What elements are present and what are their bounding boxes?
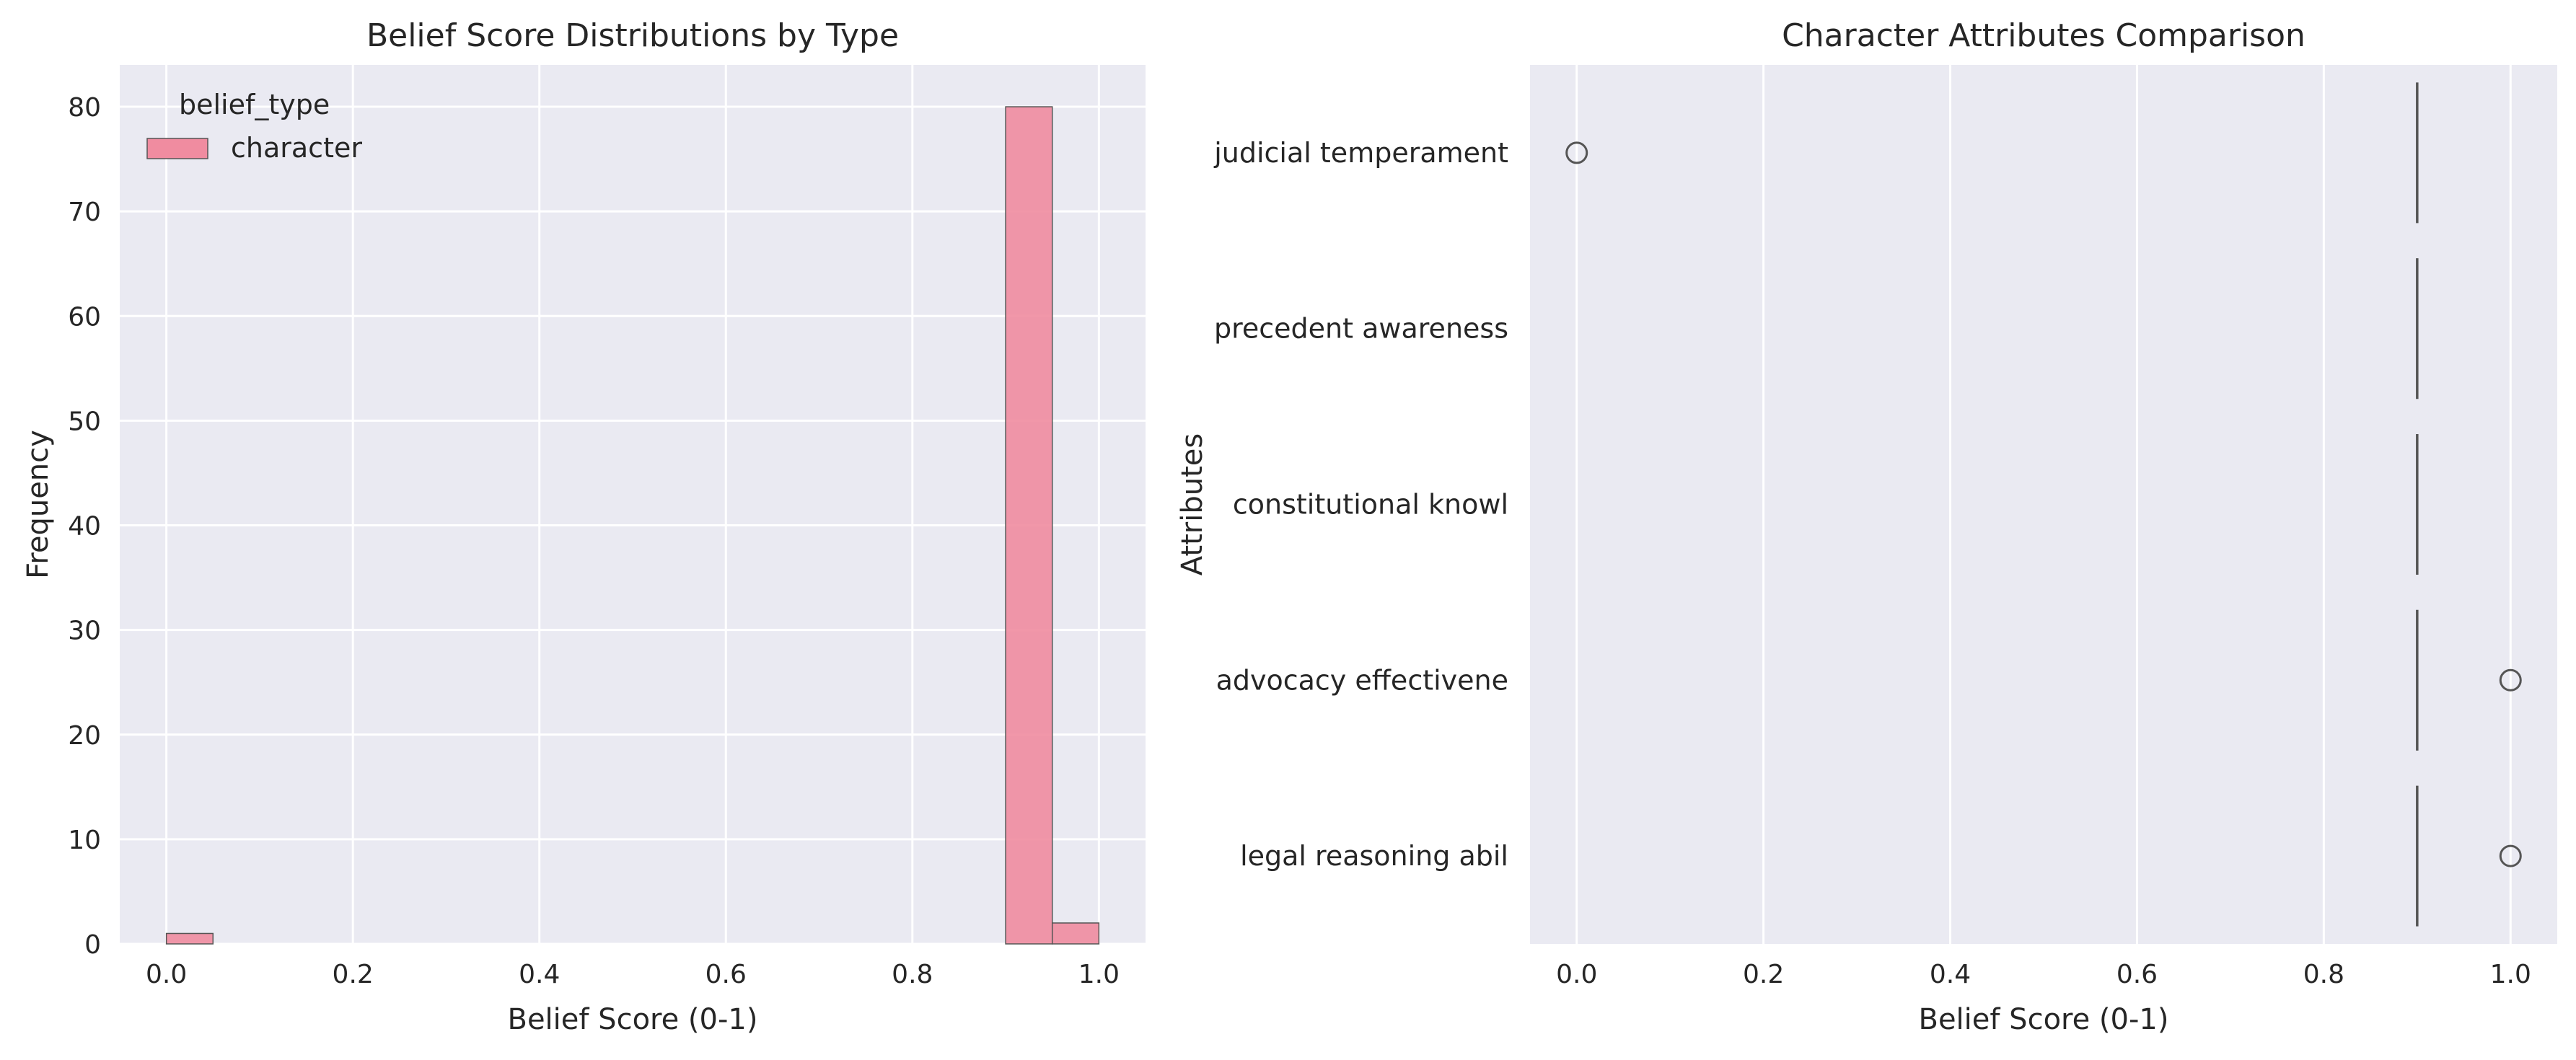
boxplot-x-axis-label: Belief Score (0-1) [1919,1003,2169,1036]
boxplot-category-label: precedent awareness [1214,313,1508,345]
histogram-bar [1005,106,1053,945]
boxplot-category-label: advocacy effectivene [1216,664,1508,696]
histogram-x-tick-label: 0.0 [146,960,187,989]
histogram-y-tick-label: 70 [68,198,101,227]
boxplot-marks [1565,82,2522,927]
boxplot-category-labels: judicial temperament precedent awareness c… [1213,137,1508,872]
histogram-plot-area [120,65,1146,944]
legend-title: belief_type [179,89,330,120]
histogram-x-axis-label: Belief Score (0-1) [508,1003,758,1036]
boxplot-x-tick-label: 0.8 [2303,960,2344,989]
legend-entry-character: character [231,132,362,164]
boxplot-panel: 0.0 0.2 0.4 0.6 0.8 1.0 judicial temperament p… [1176,17,2557,1036]
boxplot-outlier-point [1565,141,1588,164]
boxplot-x-tick-label: 0.4 [1930,960,1971,989]
histogram-y-axis-label: Frequency [22,430,55,579]
boxplot-plot-area [1530,65,2557,944]
histogram-x-ticks: 0.0 0.2 0.4 0.6 0.8 1.0 [146,960,1120,989]
histogram-legend: belief_type character [146,89,362,164]
histogram-y-tick-label: 10 [68,826,101,855]
histogram-title: Belief Score Distributions by Type [366,17,899,54]
histogram-x-tick-label: 0.6 [705,960,747,989]
boxplot-y-axis-label: Attributes [1176,433,1209,575]
histogram-bar [1051,922,1100,945]
legend-swatch-character [146,138,208,159]
boxplot-x-tick-label: 0.0 [1556,960,1597,989]
histogram-y-tick-label: 60 [68,302,101,332]
boxplot-x-tick-label: 0.6 [2116,960,2158,989]
boxplot-title: Character Attributes Comparison [1782,17,2305,54]
boxplot-x-ticks: 0.0 0.2 0.4 0.6 0.8 1.0 [1556,960,2531,989]
boxplot-x-tick-label: 0.2 [1743,960,1784,989]
histogram-grid [120,65,1146,945]
boxplot-grid [1575,65,2512,944]
histogram-y-tick-label: 20 [68,721,101,751]
histogram-x-tick-label: 0.4 [519,960,560,989]
histogram-bars [165,106,1100,945]
boxplot-category-label: legal reasoning abil [1240,840,1508,872]
boxplot-category-label: constitutional knowl [1233,489,1508,521]
histogram-x-tick-label: 0.8 [892,960,933,989]
histogram-x-tick-label: 0.2 [333,960,374,989]
boxplot-category-label: judicial temperament [1213,137,1508,169]
histogram-panel: 0.0 0.2 0.4 0.6 0.8 1.0 0 10 20 30 40 50 60 70 80 Bel… [22,17,1146,1036]
histogram-y-tick-label: 30 [68,617,101,646]
histogram-x-tick-label: 1.0 [1078,960,1120,989]
histogram-y-tick-label: 40 [68,512,101,542]
boxplot-outlier-point [2499,668,2522,692]
histogram-y-tick-label: 80 [68,93,101,123]
histogram-y-tick-label: 50 [68,407,101,436]
histogram-y-tick-label: 0 [84,930,101,960]
boxplot-x-tick-label: 1.0 [2490,960,2531,989]
histogram-y-ticks: 0 10 20 30 40 50 60 70 80 [68,93,101,960]
histogram-bar [165,932,214,945]
boxplot-outlier-point [2499,844,2522,867]
